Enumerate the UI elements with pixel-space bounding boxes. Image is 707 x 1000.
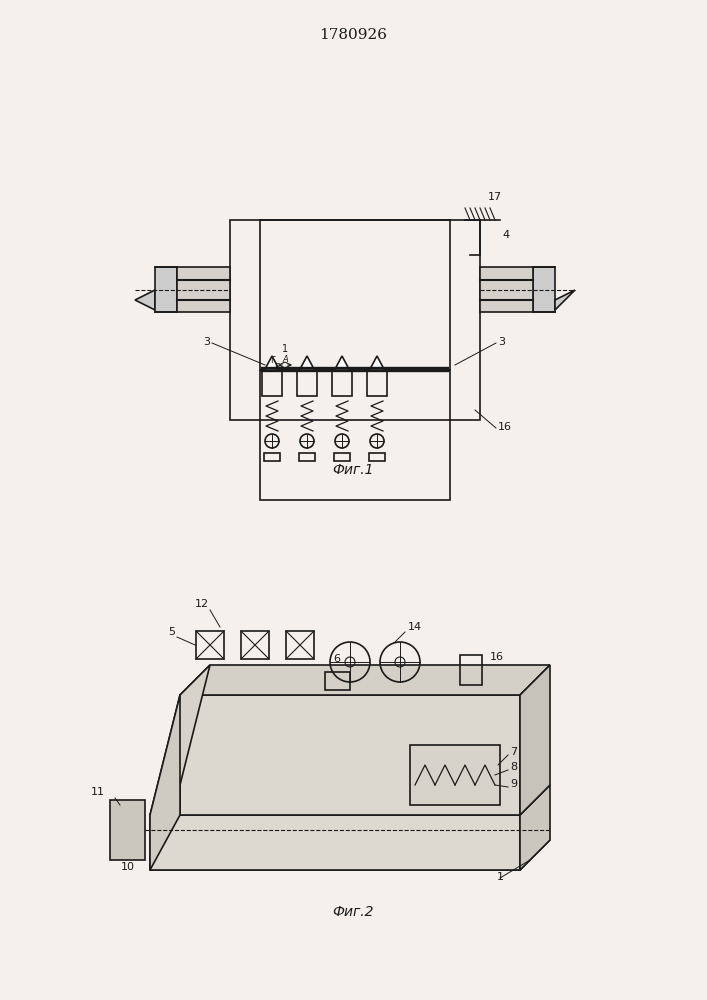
Bar [299,453,315,461]
Polygon shape [369,356,385,371]
Text: Б: Б [274,363,280,372]
Text: Г: Г [271,356,276,365]
Polygon shape [555,290,575,310]
Bar [460,655,482,685]
Text: 1: 1 [496,872,503,882]
Bar [332,371,352,396]
Bar [480,267,533,312]
Text: 6: 6 [334,654,341,664]
Polygon shape [299,356,315,371]
Text: 1: 1 [282,344,288,354]
Polygon shape [150,785,550,815]
Text: Фиг.1: Фиг.1 [332,463,374,477]
Polygon shape [180,695,520,815]
Polygon shape [135,290,155,310]
Text: 1780926: 1780926 [319,28,387,42]
Text: 8: 8 [510,762,517,772]
Bar [533,267,555,312]
Polygon shape [150,665,210,815]
Polygon shape [180,665,550,695]
Polygon shape [264,356,280,371]
Text: 11: 11 [91,787,105,797]
Polygon shape [334,356,350,371]
Bar [110,800,145,860]
Bar [260,370,450,500]
Bar [177,267,230,312]
Bar [369,453,385,461]
Bar [334,453,350,461]
Text: 7: 7 [510,747,517,757]
Bar [367,371,387,396]
Text: 10: 10 [121,862,135,872]
Text: 3: 3 [498,337,505,347]
Polygon shape [520,665,550,815]
Text: 5: 5 [168,627,175,637]
Bar [286,631,314,659]
Bar [196,631,224,659]
Text: 4: 4 [502,230,509,240]
Polygon shape [150,695,180,870]
Bar [230,220,480,420]
Polygon shape [150,840,550,870]
Text: 16: 16 [490,652,504,662]
Bar [260,220,450,370]
Bar [262,371,282,396]
Text: 12: 12 [195,599,209,609]
Text: 9: 9 [510,779,517,789]
Bar [325,672,350,690]
Text: 3: 3 [203,337,210,347]
Text: 17: 17 [488,192,502,202]
Polygon shape [150,815,520,870]
Text: A: A [282,355,288,364]
Bar [155,267,177,312]
Bar [241,631,269,659]
Text: 16: 16 [498,422,512,432]
Text: 14: 14 [408,622,422,632]
Bar [264,453,280,461]
Bar [410,745,500,805]
Bar [297,371,317,396]
Text: Фиг.2: Фиг.2 [332,905,374,919]
Polygon shape [520,785,550,870]
